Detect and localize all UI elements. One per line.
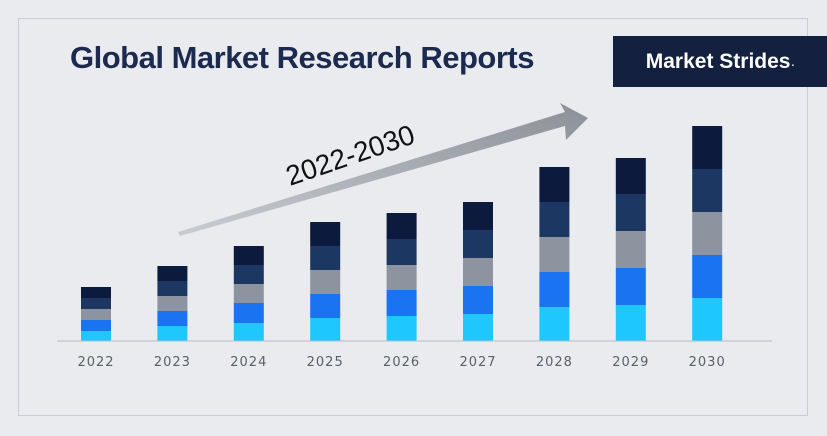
bar-segment-2023-1 <box>157 326 188 341</box>
bar-segment-2029-2 <box>615 268 646 305</box>
bar-segment-2023-4 <box>157 281 188 296</box>
bar-segment-2026-4 <box>386 239 417 265</box>
bar-segment-2024-3 <box>233 284 264 303</box>
bar-segment-2030-3 <box>692 212 723 255</box>
bar-segment-2025-1 <box>310 318 341 341</box>
bar-segment-2030-1 <box>692 298 723 341</box>
x-axis-ticks: 2022 2023 2024 2025 2026 2027 2028 2029 2030 <box>77 355 726 370</box>
bar-segment-2028-2 <box>539 272 570 307</box>
x-tick-label: 2022 <box>77 355 114 370</box>
x-tick-label: 2026 <box>383 355 420 370</box>
bar-segment-2029-3 <box>615 231 646 268</box>
bar-segment-2022-5 <box>81 287 111 298</box>
bar-segment-2022-1 <box>81 331 111 341</box>
bar-segment-2030-2 <box>692 255 723 298</box>
bar-segment-2025-5 <box>310 222 341 246</box>
bar-segment-2024-2 <box>233 303 264 323</box>
x-tick-label: 2028 <box>536 355 573 370</box>
x-tick-label: 2023 <box>154 355 191 370</box>
bar-segment-2026-5 <box>386 213 417 239</box>
bar-segment-2027-2 <box>463 286 493 314</box>
bar-segment-2022-3 <box>81 309 111 320</box>
bar-segment-2025-4 <box>310 246 341 270</box>
x-tick-label: 2029 <box>612 355 649 370</box>
x-tick-label: 2025 <box>307 355 344 370</box>
bar-segment-2027-4 <box>463 230 493 258</box>
bar-segment-2028-5 <box>539 167 570 202</box>
bar-segment-2028-4 <box>539 202 570 237</box>
bar-segment-2025-3 <box>310 270 341 294</box>
brand-name: Market Strides <box>645 49 791 73</box>
brand-logo: Market Strides. <box>613 36 827 87</box>
bar-segment-2027-3 <box>463 258 493 286</box>
bar-segment-2027-5 <box>463 202 493 230</box>
growth-arrow <box>178 103 588 236</box>
bar-segment-2024-4 <box>233 265 264 284</box>
bar-segment-2022-2 <box>81 320 111 331</box>
x-tick-label: 2030 <box>689 355 726 370</box>
brand-mark: . <box>791 58 795 69</box>
bar-segment-2028-3 <box>539 237 570 272</box>
bar-segment-2025-2 <box>310 294 341 318</box>
bar-segment-2026-3 <box>386 265 417 290</box>
bar-segment-2022-4 <box>81 298 111 309</box>
chart-frame <box>18 18 808 416</box>
bar-segment-2023-3 <box>157 296 188 311</box>
bar-segment-2028-1 <box>539 307 570 341</box>
bar-segment-2029-1 <box>615 305 646 341</box>
bar-segment-2023-5 <box>157 266 188 281</box>
bars-group <box>81 126 723 341</box>
bar-segment-2027-1 <box>463 314 493 341</box>
bar-segment-2026-1 <box>386 316 417 341</box>
chart-title: Global Market Research Reports <box>70 40 534 75</box>
bar-segment-2024-5 <box>233 246 264 265</box>
x-tick-label: 2024 <box>230 355 267 370</box>
bar-segment-2024-1 <box>233 323 264 341</box>
bar-segment-2029-4 <box>615 194 646 231</box>
bar-segment-2026-2 <box>386 290 417 316</box>
bar-segment-2029-5 <box>615 158 646 194</box>
bar-segment-2030-5 <box>692 126 723 169</box>
x-tick-label: 2027 <box>459 355 496 370</box>
bar-segment-2030-4 <box>692 169 723 212</box>
bar-segment-2023-2 <box>157 311 188 326</box>
